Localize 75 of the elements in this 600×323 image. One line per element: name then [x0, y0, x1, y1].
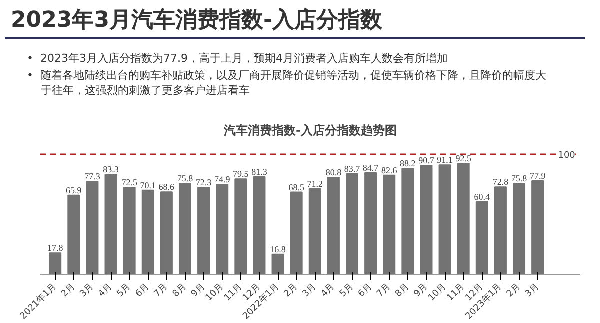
bar	[123, 187, 136, 274]
bar	[402, 168, 414, 274]
x-tick-label: 3月	[301, 282, 319, 300]
bar	[253, 176, 266, 274]
bar	[438, 164, 452, 274]
x-tick-label: 3月	[78, 282, 96, 300]
x-tick-label: 5月	[116, 282, 134, 300]
data-label: 65.9	[66, 185, 82, 196]
ref-line-label: 100	[558, 151, 576, 161]
bar	[86, 181, 99, 274]
data-label: 71.2	[307, 179, 324, 190]
bar	[198, 187, 210, 274]
bar	[216, 184, 229, 274]
data-label: 72.5	[122, 178, 138, 188]
data-label: 83.3	[103, 164, 120, 175]
bar	[476, 202, 488, 274]
bar	[290, 192, 303, 274]
data-label: 16.8	[270, 244, 286, 254]
bar	[104, 174, 118, 274]
bar	[532, 180, 544, 274]
x-tick-label: 4月	[320, 282, 338, 300]
bar	[494, 186, 507, 274]
data-label: 17.8	[47, 243, 64, 254]
x-tick-label: 6月	[356, 282, 374, 300]
bar	[272, 254, 284, 274]
data-label: 60.4	[474, 192, 491, 202]
x-tick-label: 8月	[171, 282, 189, 300]
x-tick-label: 2月	[505, 282, 523, 300]
data-label: 80.8	[326, 168, 342, 178]
bar	[346, 174, 359, 274]
data-label: 83.7	[344, 164, 361, 174]
data-label: 74.9	[214, 174, 231, 185]
bar	[457, 163, 470, 274]
data-label: 88.2	[400, 158, 416, 169]
data-label: 90.7	[418, 156, 435, 166]
x-tick-label: 6月	[134, 282, 152, 300]
data-label: 77.9	[530, 171, 546, 182]
text: • 2023年3月入店分指数为77.9，高于上月，预期4月消费者入店购车人数会有所增加	[27, 51, 449, 66]
bar	[142, 190, 154, 274]
x-tick-label: 7月	[152, 282, 170, 300]
bar	[49, 252, 62, 274]
data-label: 82.6	[381, 165, 398, 176]
data-label: 75.8	[177, 174, 194, 184]
bar	[178, 183, 192, 274]
x-tick-label: 8月	[394, 282, 412, 300]
data-label: 77.3	[84, 172, 101, 182]
data-label: 91.1	[437, 155, 453, 166]
data-label: 81.3	[252, 166, 268, 177]
data-label: 72.8	[492, 177, 510, 188]
chart-title: 2023年3月汽车消费指数-入店分指数	[11, 6, 383, 35]
data-label: 84.7	[362, 162, 380, 173]
data-label: 70.1	[140, 180, 156, 190]
bar	[327, 177, 340, 274]
data-label: 72.3	[196, 178, 212, 188]
bar	[513, 183, 526, 274]
chart-subtitle: 汽车消费指数-入店分指数趋势图	[223, 124, 397, 138]
x-tick-label: 4月	[97, 282, 115, 300]
bar	[234, 178, 248, 274]
bar	[308, 188, 322, 274]
x-tick-label: 3月	[524, 282, 542, 300]
data-label: 92.5	[456, 154, 472, 164]
x-tick-label: 2月	[60, 282, 78, 300]
data-label: 68.5	[288, 182, 305, 192]
x-tick-label: 7月	[375, 282, 393, 300]
bar	[420, 165, 433, 274]
text: • 随着各地陆续出台的购车补贴政策，以及厂商开展降价促销等活动，促使车辆价格下降，且降价的幅度大于往年，这强烈的刺激了更多客户进店看车	[27, 68, 548, 98]
data-label: 68.6	[158, 182, 176, 192]
x-tick-label: 5月	[338, 282, 356, 300]
data-label: 75.8	[511, 174, 528, 184]
bar	[68, 194, 80, 274]
bar	[160, 192, 173, 274]
bar	[364, 172, 378, 274]
x-tick-label: 2月	[282, 282, 300, 300]
data-label: 79.5	[233, 169, 250, 180]
bar	[383, 174, 396, 274]
